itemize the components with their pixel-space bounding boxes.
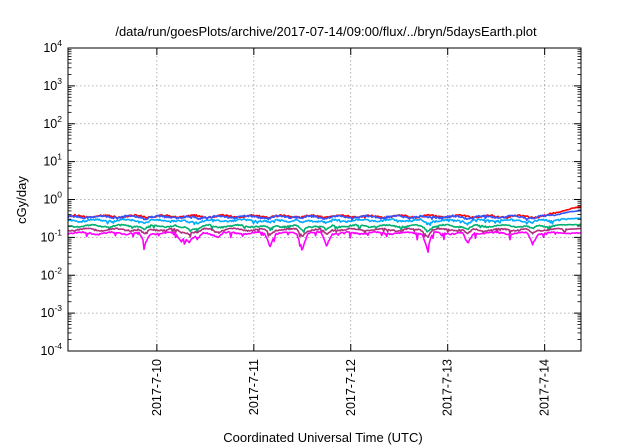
x-tick-label: 2017-7-14 [538, 359, 552, 416]
y-tick-base: 10 [41, 306, 55, 320]
y-tick-label: 10-2 [41, 265, 63, 282]
series-line [67, 217, 582, 226]
y-tick-base: 10 [41, 344, 55, 358]
series-line [67, 223, 581, 233]
y-tick-exponent: 0 [57, 190, 62, 200]
series-line [67, 230, 581, 253]
series-lines [67, 205, 582, 253]
series-line [67, 205, 582, 220]
y-tick-base: 10 [43, 155, 57, 169]
axis-ticks [68, 47, 581, 352]
y-tick-base: 10 [41, 230, 55, 244]
y-tick-exponent: 1 [57, 152, 62, 162]
chart-title: /data/run/goesPlots/archive/2017-07-14/0… [115, 24, 537, 39]
y-tick-exponent: -1 [54, 227, 62, 237]
y-tick-exponent: 4 [57, 38, 62, 48]
y-tick-exponent: -4 [54, 341, 62, 351]
y-tick-base: 10 [41, 268, 55, 282]
y-tick-label: 102 [43, 114, 62, 131]
x-tick-label: 2017-7-11 [247, 359, 261, 415]
y-tick-exponent: -3 [54, 303, 62, 313]
y-tick-base: 10 [43, 41, 57, 55]
y-tick-base: 10 [43, 79, 57, 93]
y-tick-exponent: 3 [57, 76, 62, 86]
y-tick-label: 103 [43, 76, 62, 93]
y-tick-base: 10 [43, 117, 57, 131]
x-tick-labels: 2017-7-10 2017-7-11 2017-7-12 2017-7-13 2017… [150, 359, 552, 416]
x-tick-label: 2017-7-12 [344, 359, 358, 416]
y-tick-exponent: 2 [57, 114, 62, 124]
series-line [67, 227, 582, 238]
x-axis-label: Coordinated Universal Time (UTC) [223, 430, 422, 445]
y-tick-label: 104 [43, 38, 62, 55]
x-tick-label: 2017-7-13 [441, 359, 455, 416]
y-tick-label: 10-1 [41, 227, 63, 244]
y-tick-label: 10-3 [41, 303, 63, 320]
y-tick-label: 101 [43, 152, 62, 169]
grid [68, 48, 581, 351]
y-tick-base: 10 [43, 193, 57, 207]
y-tick-exponent: -2 [54, 265, 62, 275]
y-tick-label: 100 [43, 190, 62, 207]
y-tick-label: 10-4 [41, 341, 63, 358]
y-axis-label: cGy/day [14, 176, 29, 224]
x-tick-label: 2017-7-10 [150, 359, 164, 416]
series-line [67, 209, 582, 222]
